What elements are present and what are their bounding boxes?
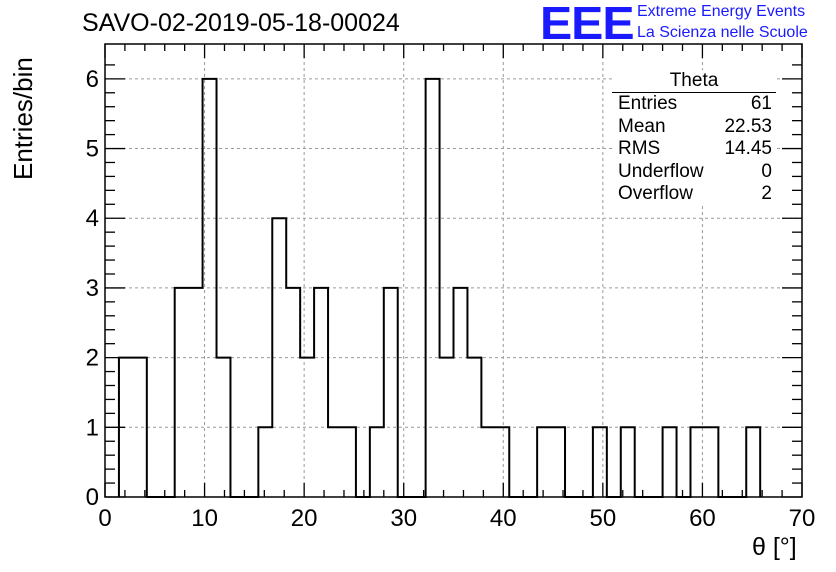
stats-label: Underflow (618, 160, 704, 182)
histogram-bin (495, 427, 509, 497)
y-tick-label: 5 (86, 136, 99, 163)
histogram-bin (314, 288, 328, 497)
y-tick-label: 4 (86, 205, 99, 232)
y-tick-label: 6 (86, 66, 99, 93)
histogram-bin (621, 427, 635, 497)
y-tick-label: 2 (86, 345, 99, 372)
y-tick-label: 3 (86, 275, 99, 302)
histogram-bin (440, 358, 454, 497)
stats-row: Mean 22.53 (612, 116, 776, 139)
y-axis-label: Entries/bin (8, 57, 38, 180)
x-tick-label: 20 (291, 505, 318, 532)
histogram-bin (537, 427, 551, 497)
histogram-bin (663, 427, 677, 497)
x-tick-label: 10 (191, 505, 218, 532)
logo-subtitle-2: La Scienza nelle Scuole (637, 24, 808, 41)
stats-row: RMS 14.45 (612, 138, 776, 161)
x-tick-label: 50 (590, 505, 617, 532)
stats-rows: Entries 61 Mean 22.53 RMS 14.45 Underflow 0 Over… (612, 93, 776, 206)
logo-subtitle-1: Extreme Energy Events (637, 3, 806, 20)
stats-row: Entries 61 (612, 93, 776, 116)
histogram-bin (175, 288, 189, 497)
stats-value: 2 (761, 183, 772, 204)
stats-value: 14.45 (724, 138, 772, 159)
stats-row: Underflow 0 (612, 161, 776, 184)
stats-value: 61 (750, 93, 772, 114)
stats-row: Overflow 2 (612, 183, 776, 206)
histogram-bin (133, 358, 147, 497)
histogram-bin (370, 427, 384, 497)
histogram-bin (454, 288, 468, 497)
x-tick-label: 70 (789, 505, 816, 532)
histogram-bin (593, 427, 607, 497)
stats-value: 0 (761, 160, 772, 182)
plot-frame (104, 43, 803, 498)
histogram-bin (189, 288, 203, 497)
histogram-bin (481, 427, 495, 497)
stats-title: Theta (612, 70, 776, 93)
stats-box: Theta Entries 61 Mean 22.53 RMS 14.45 Underflo… (612, 70, 776, 206)
histogram-bin (467, 358, 481, 497)
stats-label: Overflow (618, 183, 693, 204)
histogram-bin (258, 427, 272, 497)
histogram-bin (286, 288, 300, 497)
histogram-bin (384, 288, 398, 497)
histogram-bin (300, 358, 314, 497)
histogram-bin (272, 218, 286, 497)
stats-label: RMS (618, 138, 661, 159)
eee-logo: EEE (540, 0, 635, 49)
histogram-bin (328, 427, 342, 497)
histogram-bin (203, 79, 217, 497)
x-tick-label: 30 (390, 505, 417, 532)
x-tick-label: 0 (98, 505, 111, 532)
chart-title: SAVO-02-2019-05-18-00024 (82, 9, 400, 37)
y-tick-label: 0 (86, 484, 99, 511)
histogram-bin (704, 427, 718, 497)
stats-label: Mean (618, 115, 666, 137)
stats-label: Entries (618, 93, 678, 114)
histogram-bin (426, 79, 440, 497)
histogram-bin (746, 427, 760, 497)
x-axis-label: θ [°] (752, 533, 797, 561)
stats-value: 22.53 (724, 115, 772, 137)
histogram-bin (217, 358, 231, 497)
histogram-bin (551, 427, 565, 497)
x-tick-label: 40 (490, 505, 517, 532)
histogram-bin (342, 427, 356, 497)
y-tick-label: 1 (86, 414, 99, 441)
x-tick-label: 60 (689, 505, 716, 532)
